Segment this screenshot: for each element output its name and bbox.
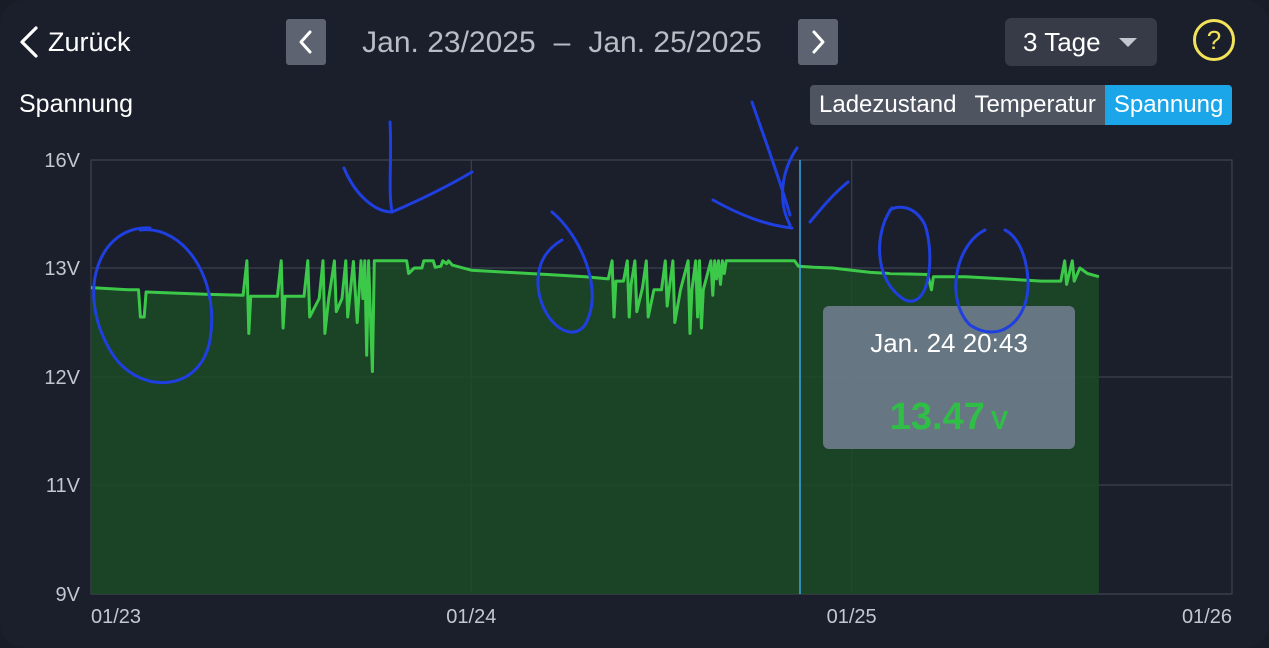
date-range: Jan. 23/2025 – Jan. 25/2025 [326,22,798,64]
next-period-button[interactable] [798,19,838,65]
chart-line [90,259,1100,373]
y-tick-label: 13V [44,258,80,280]
caret-down-icon [1119,38,1137,47]
period-label: 3 Tage [1023,26,1101,57]
y-tick-label: 12V [44,367,80,389]
chevron-left-icon [299,30,312,54]
date-start: Jan. 23/2025 [362,26,536,59]
x-tick-label: 01/26 [1182,606,1232,628]
back-label: Zurück [48,26,131,57]
tooltip-value-unit: V [990,405,1009,435]
tab-temperatur[interactable]: Temperatur [974,91,1096,118]
y-tick-label: 16V [44,150,80,172]
x-tick-label: 01/24 [446,606,496,628]
x-tick-label: 01/23 [91,606,141,628]
voltage-chart[interactable]: 16V 13V 12V 11V 9V 01/23 01/24 01/25 01/26 [0,140,1269,648]
tab-spannung[interactable]: Spannung [1104,85,1233,125]
previous-period-button[interactable] [286,19,326,65]
tooltip-value-number: 13.47 [889,396,985,438]
back-button[interactable]: Zurück [16,22,131,62]
chart-tooltip: Jan. 24 20:43 13.47 V [823,306,1075,449]
x-tick-label: 01/25 [827,606,877,628]
y-tick-label: 11V [46,475,81,497]
tooltip-value: 13.47 V [823,396,1075,439]
metric-tabs: Ladezustand Temperatur Spannung [810,85,1233,125]
date-separator: – [553,26,571,59]
x-axis: 01/23 01/24 01/25 01/26 [91,606,1232,628]
period-dropdown[interactable]: 3 Tage [1005,18,1157,66]
question-mark-icon: ? [1206,24,1222,55]
chevron-left-icon [20,26,38,58]
help-button[interactable]: ? [1193,19,1235,61]
series-line [90,259,1100,373]
tab-ladezustand[interactable]: Ladezustand [819,91,957,118]
y-tick-label: 9V [56,584,81,606]
tooltip-time: Jan. 24 20:43 [870,328,1028,358]
section-title: Spannung [19,90,134,118]
y-axis: 16V 13V 12V 11V 9V [44,150,80,606]
chevron-right-icon [812,30,825,54]
date-end: Jan. 25/2025 [588,26,762,59]
